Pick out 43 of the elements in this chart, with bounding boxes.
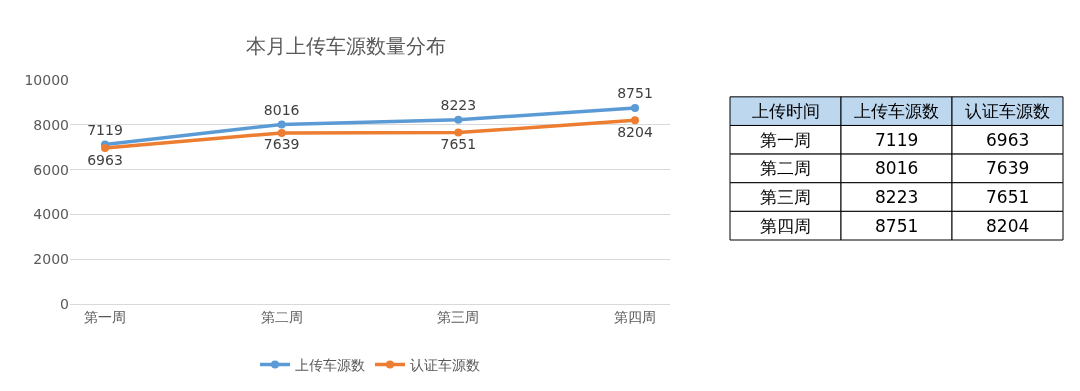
y-tick-label: 4000 (33, 206, 69, 223)
data-label: 6963 (986, 130, 1030, 150)
point (454, 128, 463, 137)
x-tick-label: 第三周 (437, 308, 480, 325)
data-label: 7639 (263, 136, 300, 153)
data-label: 8223 (875, 187, 919, 207)
data-label: 6963 (87, 151, 123, 168)
point (277, 128, 286, 137)
point (631, 116, 639, 125)
data-label: 7119 (87, 122, 123, 139)
data-label: 8204 (986, 216, 1030, 236)
point (631, 103, 639, 112)
data-label: 8204 (617, 123, 653, 140)
data-label: 7639 (986, 158, 1030, 178)
category-label: 第一周 (760, 130, 811, 150)
data-label: 7119 (875, 130, 919, 150)
data-label: 7651 (440, 136, 477, 153)
legend-label: 上传车源数 (295, 356, 365, 373)
category-label: 第二周 (760, 158, 811, 178)
data-label: 7651 (986, 187, 1030, 207)
data-label: 8751 (875, 216, 919, 236)
x-tick-label: 第一周 (84, 308, 126, 325)
y-tick-label: 6000 (33, 161, 69, 178)
point (101, 144, 109, 153)
data-label: 8016 (875, 158, 919, 178)
y-tick-label: 2000 (33, 251, 69, 268)
y-tick-label: 10000 (24, 71, 69, 88)
category-label: 第三周 (760, 187, 811, 207)
chart-title: 本月上传车源数量分布 (245, 34, 446, 59)
data-label: 8016 (263, 101, 300, 118)
x-tick-label: 第二周 (260, 308, 303, 325)
point (454, 115, 463, 124)
category-label: 第四周 (760, 216, 811, 236)
y-tick-label: 8000 (33, 116, 69, 133)
legend-label: 认证车源数 (410, 356, 480, 373)
series-label: 上传车源数 (854, 101, 939, 121)
text: 上传时间 (752, 101, 820, 121)
y-tick-label: 0 (60, 295, 69, 312)
x-tick-label: 第四周 (614, 308, 656, 325)
point (277, 120, 286, 129)
series-label: 认证车源数 (965, 101, 1050, 121)
data-label: 8223 (440, 97, 477, 114)
data-label: 8751 (617, 85, 653, 102)
